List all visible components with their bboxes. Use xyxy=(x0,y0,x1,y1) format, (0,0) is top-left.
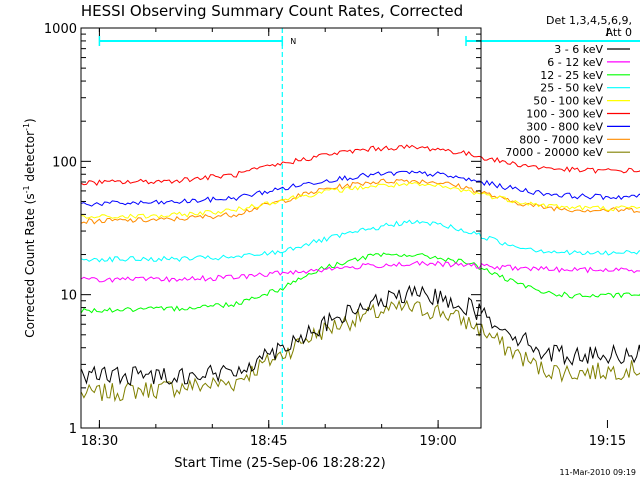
night-marker-label: N xyxy=(290,37,296,46)
y-tick-label: 100 xyxy=(52,155,77,170)
legend-label: 800 - 7000 keV xyxy=(519,133,603,146)
legend-label: 12 - 25 keV xyxy=(540,69,603,82)
x-axis-label: Start Time (25-Sep-06 18:28:22) xyxy=(174,456,385,471)
legend-header-line-1: Det 1,3,4,5,6,9, xyxy=(546,14,632,27)
legend-label: 7000 - 20000 keV xyxy=(505,146,603,159)
y-axis-label-sup2: -1 xyxy=(22,123,31,131)
y-axis-label-main: Corrected Count Rate (s xyxy=(23,193,37,337)
series-line xyxy=(80,299,640,403)
y-tick-label: 10 xyxy=(60,289,77,304)
x-tick-label: 19:15 xyxy=(589,434,626,449)
x-tick-label: 18:30 xyxy=(81,434,118,449)
y-tick-label: 1000 xyxy=(44,22,77,37)
series-line xyxy=(80,252,640,314)
plot-frame xyxy=(80,27,482,429)
chart-title: HESSI Observing Summary Count Rates, Cor… xyxy=(81,2,463,20)
series-line xyxy=(81,170,640,207)
legend-label: 25 - 50 keV xyxy=(540,82,603,95)
y-axis-label-sup1: -1 xyxy=(22,185,31,193)
timestamp: 11-Mar-2010 09:19 xyxy=(560,468,637,477)
legend-label: 3 - 6 keV xyxy=(554,43,603,56)
y-axis-label-end: ) xyxy=(23,118,37,123)
legend-label: 100 - 300 keV xyxy=(526,108,603,121)
series-line xyxy=(80,284,640,387)
series-line xyxy=(81,260,640,283)
legend-header-line-2: Att 0 xyxy=(606,26,632,39)
series-line xyxy=(81,178,640,225)
legend-label: 50 - 100 keV xyxy=(533,95,603,108)
legend-label: 6 - 12 keV xyxy=(547,56,603,69)
y-axis-label: Corrected Count Rate (s-1 detector-1) xyxy=(22,118,37,337)
y-tick-label: 1 xyxy=(69,422,77,437)
x-tick-label: 18:45 xyxy=(250,434,287,449)
series-line xyxy=(81,181,640,219)
series-line xyxy=(81,219,640,263)
legend-label: 300 - 800 keV xyxy=(526,120,603,133)
y-axis-label-mid: detector xyxy=(23,131,37,186)
x-tick-label: 19:00 xyxy=(419,434,456,449)
series-line xyxy=(81,144,640,186)
